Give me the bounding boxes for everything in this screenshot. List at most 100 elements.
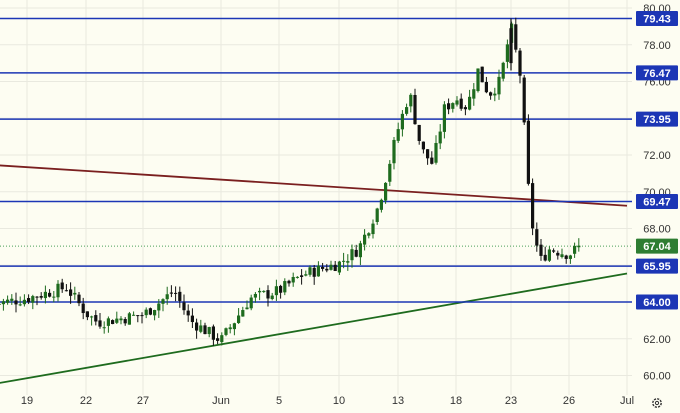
candle-body [94,315,98,322]
candle-body [358,243,362,258]
candle-body [325,268,329,271]
candle-body [518,50,522,76]
candle-body [0,303,1,305]
x-tick-label: 26 [563,395,575,407]
candle-body [81,303,85,314]
level-price-tag[interactable] [636,65,678,81]
candle-body [371,223,375,235]
candle-body [161,299,165,304]
x-tick-label: Jul [620,395,634,407]
y-tick-label: 78.00 [643,40,671,52]
candle-body [476,68,480,92]
candle-body [266,290,270,299]
candle-body [174,292,178,294]
candle-body [27,298,31,303]
gear-icon[interactable] [652,398,662,408]
x-tick-label: 18 [450,395,462,407]
x-tick-label: Jun [212,395,230,407]
level-price-tag-label: 69.47 [643,196,671,208]
level-price-tag-label: 79.43 [643,13,671,25]
candle-body [480,66,484,83]
level-price-tag[interactable] [636,258,678,274]
candle-body [568,255,572,259]
candle-body [69,289,73,296]
candle-body [434,142,438,163]
candle-body [547,249,551,261]
support-trendline[interactable] [0,272,628,384]
candle-body [60,282,64,290]
candle-body [304,274,308,276]
candle-body [195,322,199,331]
candle-body [237,315,241,324]
candle-body [501,62,505,79]
candle-body [484,81,488,93]
candle-body [531,183,535,229]
resistance-trendline[interactable] [0,164,628,207]
candle-body [1,301,5,305]
candle-body [153,310,157,316]
candle-body [241,310,245,317]
candle-body [489,92,493,96]
gear-hub [654,400,660,406]
candle-body [115,318,119,323]
candle-body [367,233,371,236]
candle-body [258,290,262,293]
candle-body [283,281,287,293]
y-tick-label: 60.00 [643,371,671,383]
candle-body [85,311,89,318]
candle-body [119,318,123,321]
candle-body [552,250,556,252]
candle-body [270,295,274,300]
candle-body [77,294,81,304]
candle-body [543,254,547,261]
candle-body [459,98,463,109]
candle-body [245,307,249,310]
candle-body [43,291,47,299]
level-price-tag[interactable] [636,111,678,127]
candle-body [505,44,509,62]
candle-body [442,104,446,132]
candle-body [18,304,22,306]
candle-body [111,320,115,325]
candle-body [102,327,106,329]
candle-body [573,245,577,254]
candle-body [186,310,190,316]
candle-body [73,292,77,295]
candle-body [522,77,526,123]
candle-body [451,103,455,109]
current-price-tag[interactable] [636,238,678,254]
y-tick-label: 68.00 [643,224,671,236]
candle-body [203,325,207,335]
candle-body [430,157,434,164]
candle-body [169,292,173,294]
candle-body [329,264,333,270]
candle-body [287,280,291,284]
gear-outline [652,398,662,408]
x-tick-label: 13 [392,395,404,407]
candle-body [413,94,417,125]
level-price-tag[interactable] [636,193,678,209]
candle-body [321,266,325,269]
candle-body [409,94,413,107]
candle-body [232,323,236,330]
candle-body [106,318,110,326]
level-price-tag[interactable] [636,294,678,310]
candle-body [400,113,404,130]
x-tick-label: 10 [333,395,345,407]
candle-body [279,285,283,293]
candle-body [526,120,530,184]
candle-body [556,252,560,256]
candle-body [224,328,228,335]
candle-body [148,308,152,315]
candle-body [312,267,316,277]
candle-body [535,229,539,246]
candle-body [39,296,43,298]
candle-body [249,297,253,309]
candle-body [333,264,337,272]
candle-body [6,299,10,303]
level-price-tag[interactable] [636,10,678,26]
candle-body [564,255,568,259]
candle-body [384,182,388,201]
